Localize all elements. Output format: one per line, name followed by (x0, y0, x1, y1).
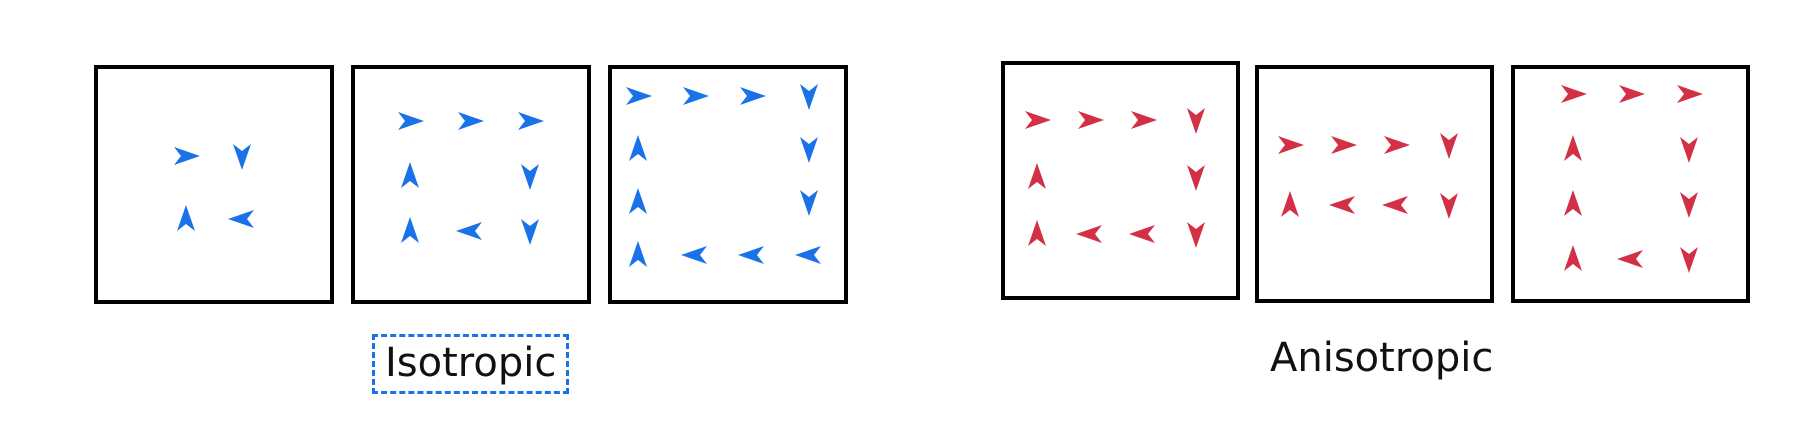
arrow-right-icon (683, 87, 709, 105)
arrow-down-icon (800, 190, 818, 216)
isotropic-panel-3 (608, 65, 848, 304)
arrow-up-icon (629, 135, 647, 161)
arrow-down-icon (800, 84, 818, 110)
arrow-right-icon (1078, 111, 1104, 129)
arrow-up-icon (629, 188, 647, 214)
arrow-up-icon (1564, 135, 1582, 161)
arrow-right-icon (1331, 136, 1357, 154)
arrow-up-icon (1281, 191, 1299, 217)
arrow-left-icon (795, 246, 821, 264)
anisotropic-panel-2 (1255, 65, 1494, 303)
arrow-right-icon (626, 87, 652, 105)
arrow-right-icon (458, 112, 484, 130)
arrow-right-icon (398, 112, 424, 130)
arrow-left-icon (1382, 196, 1408, 214)
arrow-left-icon (1617, 250, 1643, 268)
arrow-down-icon (521, 219, 539, 245)
arrow-left-icon (456, 222, 482, 240)
arrow-right-icon (1025, 111, 1051, 129)
arrow-down-icon (1187, 108, 1205, 134)
arrow-up-icon (1564, 245, 1582, 271)
arrow-down-icon (1187, 222, 1205, 248)
arrow-right-icon (1677, 85, 1703, 103)
arrow-down-icon (1440, 193, 1458, 219)
arrow-left-icon (1076, 225, 1102, 243)
arrow-up-icon (629, 241, 647, 267)
arrow-right-icon (1561, 85, 1587, 103)
arrow-right-icon (1131, 111, 1157, 129)
anisotropic-panel-1 (1001, 61, 1240, 300)
arrow-right-icon (1619, 85, 1645, 103)
arrow-down-icon (1187, 165, 1205, 191)
isotropic-label: Isotropic (372, 334, 570, 394)
arrow-right-icon (1278, 136, 1304, 154)
arrow-down-icon (1680, 192, 1698, 218)
arrow-up-icon (401, 162, 419, 188)
arrow-down-icon (233, 144, 251, 170)
anisotropic-label: Anisotropic (1270, 335, 1494, 381)
arrow-right-icon (174, 147, 200, 165)
arrow-up-icon (177, 205, 195, 231)
isotropic-panel-1 (94, 65, 334, 304)
arrow-up-icon (1564, 190, 1582, 216)
arrow-down-icon (1440, 133, 1458, 159)
arrow-up-icon (401, 217, 419, 243)
arrow-left-icon (1329, 196, 1355, 214)
arrow-down-icon (1680, 247, 1698, 273)
arrow-down-icon (1680, 137, 1698, 163)
anisotropic-panel-3 (1511, 65, 1750, 303)
arrow-right-icon (740, 87, 766, 105)
arrow-left-icon (228, 210, 254, 228)
arrow-up-icon (1028, 163, 1046, 189)
arrow-left-icon (1129, 225, 1155, 243)
arrow-down-icon (800, 137, 818, 163)
isotropic-panel-2 (351, 65, 591, 304)
arrow-left-icon (738, 246, 764, 264)
arrow-down-icon (521, 164, 539, 190)
arrow-up-icon (1028, 220, 1046, 246)
arrow-right-icon (1384, 136, 1410, 154)
arrow-left-icon (681, 246, 707, 264)
arrow-right-icon (518, 112, 544, 130)
